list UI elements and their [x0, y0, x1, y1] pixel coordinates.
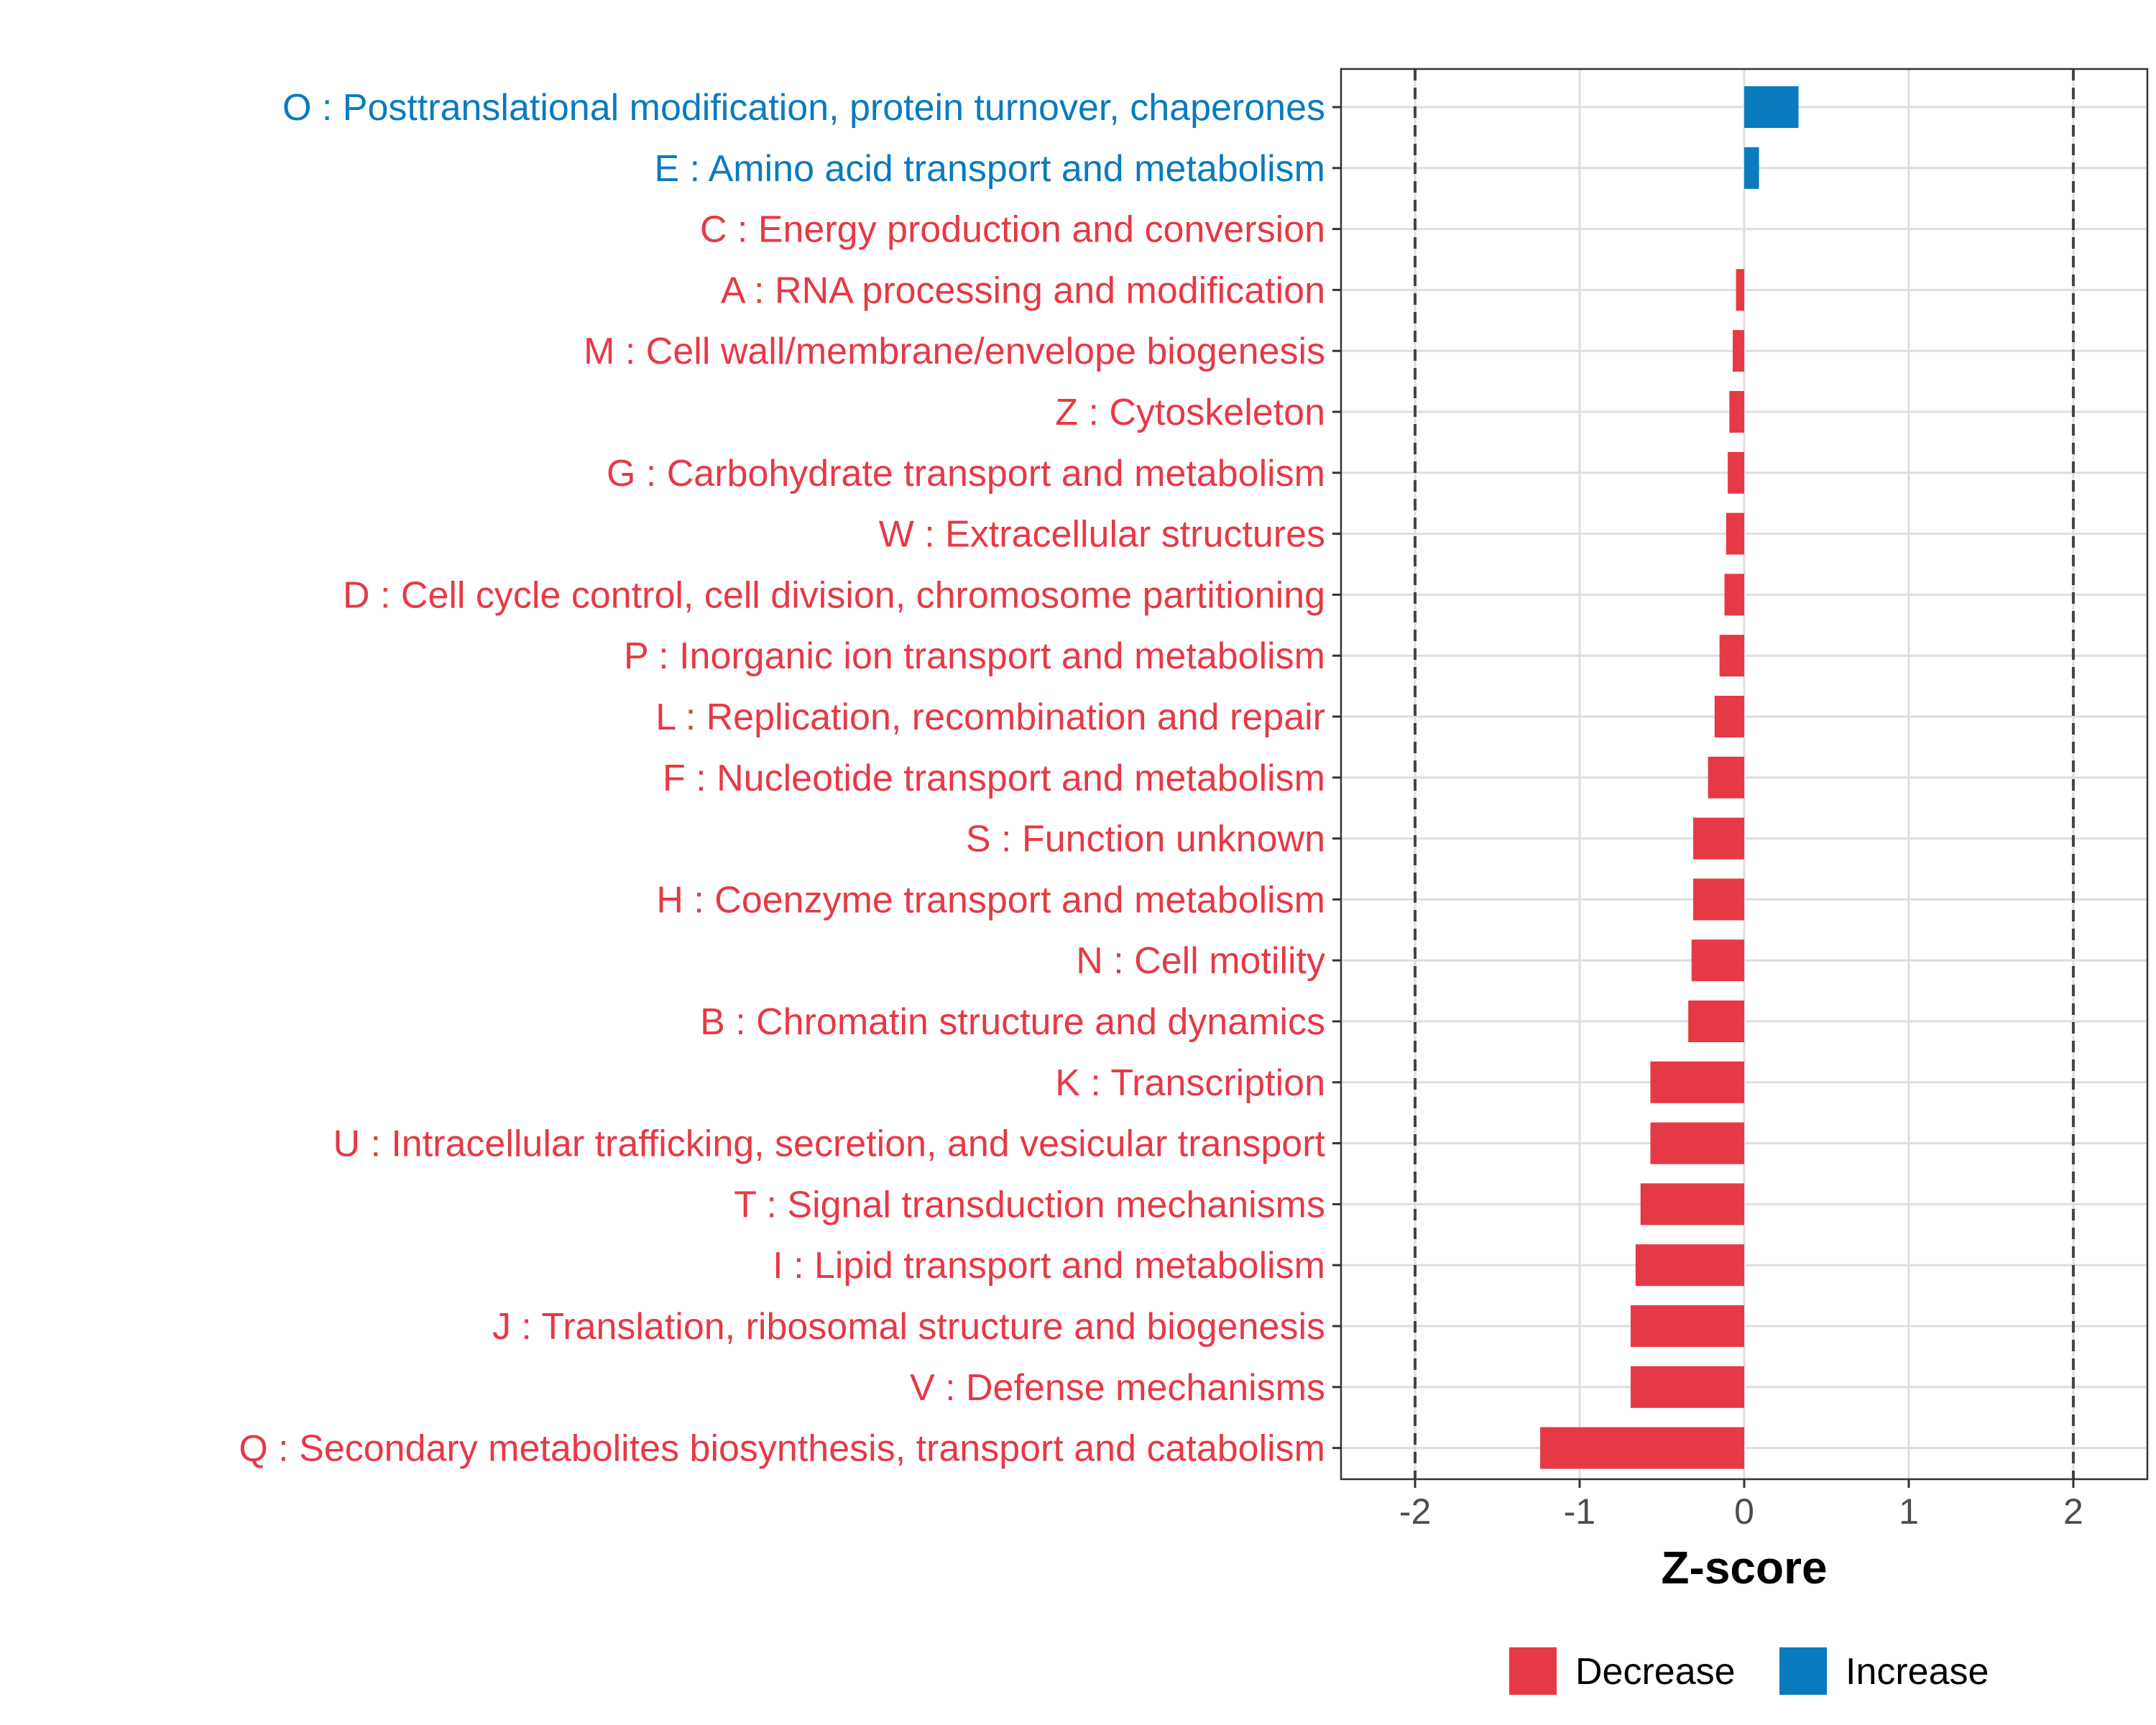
legend-label: Decrease	[1575, 1651, 1736, 1693]
category-label: F : Nucleotide transport and metabolism	[663, 758, 1325, 799]
bar	[1729, 391, 1744, 433]
legend-swatch	[1779, 1647, 1827, 1695]
bar	[1736, 269, 1744, 311]
x-tick-label: -1	[1564, 1491, 1595, 1532]
bar	[1650, 1122, 1744, 1164]
x-tick-label: 0	[1734, 1491, 1754, 1532]
bar	[1719, 635, 1744, 677]
reference-lines	[1414, 69, 2075, 1479]
category-label: M : Cell wall/membrane/envelope biogenes…	[584, 331, 1325, 372]
category-label: J : Translation, ribosomal structure and…	[492, 1306, 1325, 1348]
category-label: Z : Cytoskeleton	[1055, 392, 1325, 433]
category-label: H : Coenzyme transport and metabolism	[656, 879, 1325, 921]
x-tick-label: 2	[2063, 1491, 2083, 1532]
bar	[1728, 451, 1744, 494]
category-label: U : Intracellular trafficking, secretion…	[333, 1123, 1325, 1165]
category-label: D : Cell cycle control, cell division, c…	[343, 574, 1325, 616]
bar	[1693, 878, 1744, 921]
x-tick-label: 1	[1899, 1491, 1919, 1532]
legend-label: Increase	[1846, 1651, 1989, 1693]
bar	[1744, 86, 1799, 128]
bar	[1631, 1366, 1744, 1408]
x-axis-title: Z-score	[1661, 1542, 1827, 1593]
x-axis-ticks: -2 -1 0 1 2	[1399, 1479, 2083, 1532]
bars	[1540, 86, 1799, 1469]
category-label: S : Function unknown	[966, 819, 1325, 860]
bar	[1640, 1183, 1744, 1225]
legend-swatch	[1509, 1647, 1557, 1695]
category-label: T : Signal transduction mechanisms	[734, 1184, 1325, 1225]
category-label: O : Posttranslational modification, prot…	[282, 87, 1325, 129]
category-label: B : Chromatin structure and dynamics	[700, 1001, 1325, 1043]
category-label: V : Defense mechanisms	[910, 1367, 1325, 1409]
category-label: K : Transcription	[1055, 1062, 1325, 1104]
category-label: A : RNA processing and modification	[721, 270, 1325, 311]
bar	[1691, 939, 1744, 982]
bar	[1631, 1305, 1744, 1347]
bar	[1693, 817, 1744, 860]
category-label: I : Lipid transport and metabolism	[773, 1245, 1325, 1287]
category-label: W : Extracellular structures	[879, 514, 1325, 556]
x-tick-label: -2	[1399, 1491, 1431, 1532]
bar	[1540, 1427, 1744, 1469]
bar	[1635, 1244, 1744, 1287]
category-label: N : Cell motility	[1076, 940, 1325, 982]
category-label: L : Replication, recombination and repai…	[655, 696, 1325, 738]
category-label: G : Carbohydrate transport and metabolis…	[607, 453, 1325, 494]
y-axis-category-labels: O : Posttranslational modification, prot…	[239, 87, 1325, 1470]
bar	[1650, 1061, 1744, 1103]
bar	[1708, 756, 1744, 799]
bar	[1688, 1000, 1744, 1042]
bar	[1732, 330, 1744, 372]
bar	[1726, 512, 1744, 555]
category-label: P : Inorganic ion transport and metaboli…	[624, 635, 1325, 677]
bar	[1714, 696, 1744, 737]
bar	[1744, 147, 1759, 189]
category-label: C : Energy production and conversion	[700, 209, 1325, 251]
category-label: Q : Secondary metabolites biosynthesis, …	[239, 1428, 1325, 1470]
category-label: E : Amino acid transport and metabolism	[654, 148, 1325, 190]
y-axis-ticks	[1332, 106, 1341, 1450]
bar	[1724, 574, 1744, 616]
legend: Decrease Increase	[1509, 1647, 1989, 1695]
